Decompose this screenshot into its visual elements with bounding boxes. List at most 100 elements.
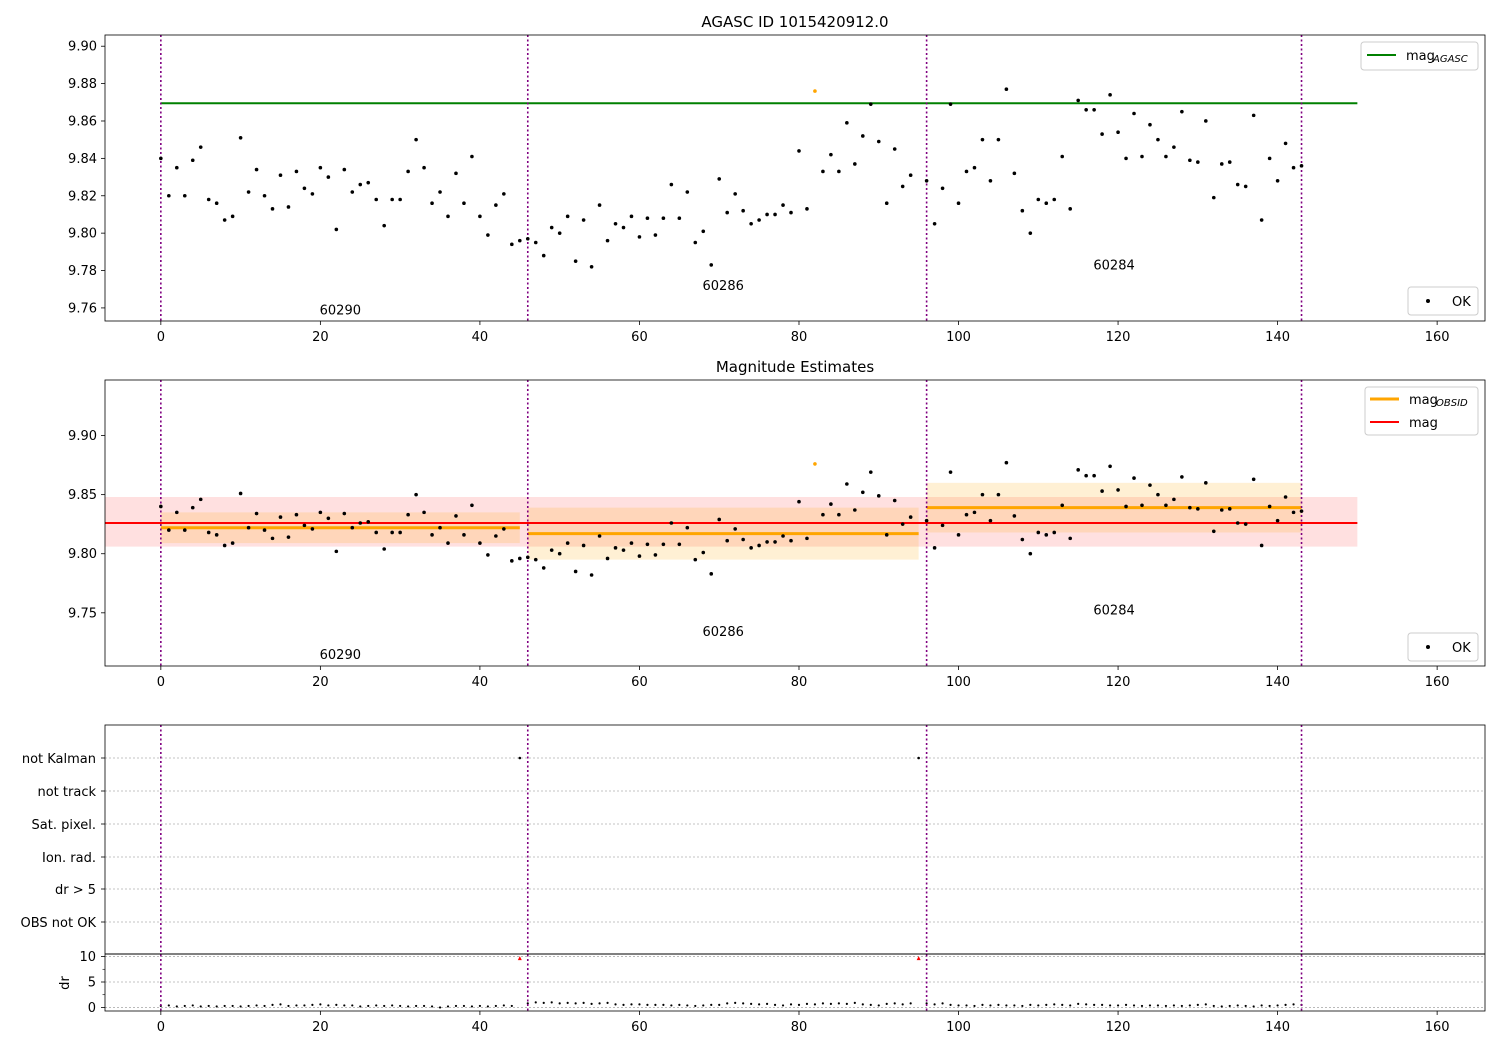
ok-point [685, 525, 690, 530]
ok-point [174, 510, 179, 515]
ok-point [773, 212, 777, 217]
ok-point [1020, 537, 1025, 542]
x-tick-label: 140 [1265, 1020, 1290, 1035]
ok-point [159, 156, 163, 161]
ok-point [318, 510, 323, 515]
ok-point [286, 205, 291, 209]
dr-point [590, 1002, 593, 1005]
ok-point [278, 173, 283, 177]
ok-point [326, 516, 331, 521]
ok-point [446, 541, 450, 545]
ok-point [1180, 109, 1184, 114]
outlier-point [813, 89, 817, 93]
dr-point [223, 1004, 226, 1008]
dr-point [646, 1003, 649, 1007]
ok-point [486, 553, 490, 557]
ok-point [1235, 521, 1240, 525]
ok-point [190, 505, 195, 510]
dr-point [662, 1003, 665, 1007]
dr-point [183, 1004, 186, 1008]
ok-point [1275, 518, 1280, 523]
ok-point [1100, 489, 1104, 493]
dr-point [606, 1001, 609, 1004]
y-tick-label: 9.76 [68, 301, 97, 316]
dr-point [997, 1003, 1000, 1007]
ok-point [1243, 184, 1248, 189]
dr-point [454, 1004, 458, 1008]
dr-point [813, 1003, 817, 1006]
dr-point [1132, 1004, 1136, 1007]
legend-ok: OK [1407, 286, 1479, 316]
ok-point [709, 572, 714, 576]
dr-point [781, 1004, 785, 1007]
dr-point [542, 1001, 545, 1004]
dr-point [287, 1004, 290, 1008]
dr-point [1276, 1004, 1279, 1007]
ok-point [198, 497, 203, 502]
ok-point [789, 210, 793, 215]
ok-point [805, 536, 809, 541]
ok-point [206, 197, 211, 202]
ok-point [797, 499, 801, 504]
ok-point [525, 236, 530, 241]
dr-flagged-point [916, 956, 921, 961]
ok-point [605, 238, 610, 243]
x-tick-label: 40 [472, 330, 489, 345]
ok-point [326, 175, 331, 179]
dr-point [1228, 1004, 1231, 1008]
obsid-label: 60286 [703, 279, 744, 294]
dr-point [295, 1004, 298, 1007]
ok-point [932, 546, 937, 550]
dr-point [925, 1002, 928, 1005]
dr-point [901, 1003, 904, 1006]
ok-point [270, 207, 275, 211]
ok-point [972, 510, 977, 515]
dr-point [1013, 1004, 1016, 1007]
ok-point [884, 533, 889, 537]
ok-point [414, 492, 418, 497]
ok-point [1020, 208, 1025, 213]
dr-point [797, 1003, 801, 1007]
x-tick-label: 20 [312, 1020, 329, 1035]
dr-point [614, 1003, 617, 1006]
axes-frame [104, 34, 1486, 322]
legend-label: mag [1406, 49, 1435, 64]
dr-point [438, 1006, 442, 1009]
dr-point [1252, 1005, 1255, 1008]
dr-point [821, 1002, 825, 1005]
ok-point [510, 242, 514, 247]
outlier-point [813, 462, 817, 466]
ok-point [964, 512, 969, 517]
ok-point [597, 203, 602, 207]
dr-point [805, 1002, 809, 1005]
ok-point [294, 169, 299, 174]
ok-point [1299, 509, 1304, 513]
ok-point [892, 498, 897, 503]
dr-point [877, 1004, 880, 1007]
ok-point [541, 253, 546, 258]
ok-point [964, 169, 969, 174]
dr-point [502, 1004, 505, 1007]
ok-point [948, 102, 953, 106]
ok-point [653, 233, 658, 237]
ok-point [868, 470, 873, 474]
ok-point [214, 201, 219, 206]
obsid-label: 60284 [1093, 604, 1134, 619]
obsid-label: 60284 [1093, 259, 1134, 274]
ok-point [382, 547, 386, 551]
ok-point [358, 521, 363, 525]
ok-point [302, 523, 307, 528]
ok-point [350, 190, 355, 194]
ok-point [478, 214, 482, 219]
ok-point [1299, 164, 1304, 168]
ok-point [821, 169, 825, 174]
ok-point [446, 214, 450, 219]
ok-point [1084, 473, 1088, 478]
dr-point [470, 1005, 474, 1008]
x-tick-label: 0 [157, 1020, 165, 1035]
ok-point [1084, 107, 1088, 112]
dr-point [1037, 1004, 1040, 1007]
ok-point [438, 525, 442, 530]
x-tick-label: 100 [946, 330, 971, 345]
ok-point [749, 221, 753, 226]
